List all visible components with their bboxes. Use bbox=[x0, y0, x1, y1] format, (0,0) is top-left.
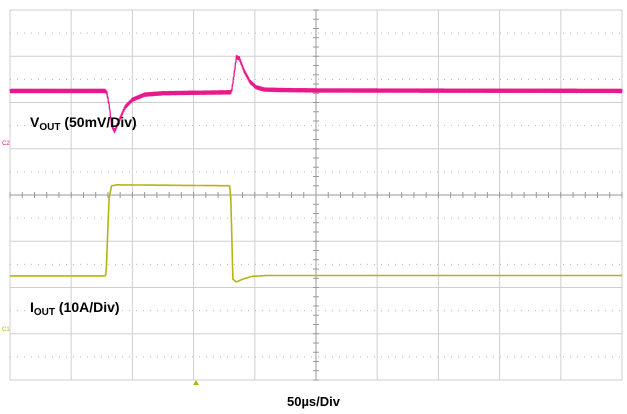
grid bbox=[9, 9, 623, 381]
iout-subscript: OUT bbox=[33, 307, 55, 318]
iout-trace bbox=[9, 184, 623, 283]
channel-2-marker: C2 bbox=[2, 141, 10, 147]
trigger-marker bbox=[193, 380, 199, 385]
iout-scale: (10A/Div) bbox=[55, 299, 120, 315]
traces bbox=[9, 54, 623, 283]
vout-scale: (50mV/Div) bbox=[60, 114, 137, 130]
vout-symbol: V bbox=[30, 114, 40, 130]
vout-trace bbox=[9, 54, 623, 134]
iout-symbol: I bbox=[30, 299, 34, 315]
vout-subscript: OUT bbox=[39, 122, 61, 133]
iout-label: IOUT (10A/Div) bbox=[30, 299, 120, 318]
channel-1-marker: C1 bbox=[2, 327, 10, 333]
vout-label: VOUT (50mV/Div) bbox=[30, 114, 137, 133]
time-scale-label: 50µs/Div bbox=[286, 394, 341, 409]
